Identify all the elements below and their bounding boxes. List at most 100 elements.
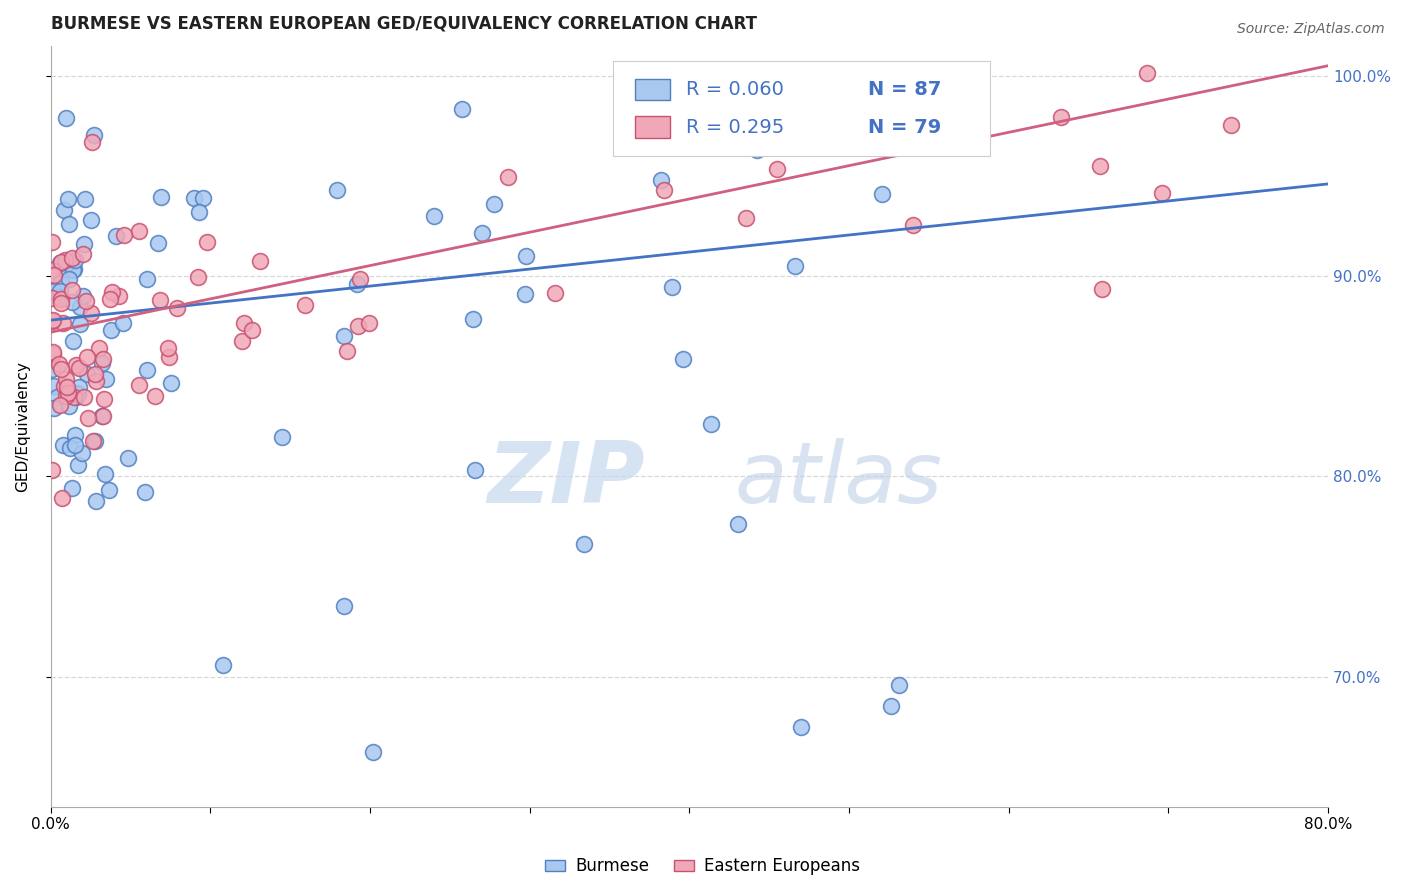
Point xyxy=(464,463,486,477)
Point xyxy=(49,398,72,412)
Point xyxy=(41,262,63,277)
Point xyxy=(149,190,172,204)
Point xyxy=(45,390,67,404)
Point xyxy=(650,173,672,187)
Point xyxy=(60,283,83,297)
Point xyxy=(42,344,65,359)
Point xyxy=(104,229,127,244)
Point xyxy=(72,247,94,261)
Text: N = 79: N = 79 xyxy=(869,118,942,136)
Point xyxy=(53,379,76,393)
Point xyxy=(195,235,218,249)
Point xyxy=(60,294,83,309)
Point xyxy=(135,272,157,286)
Point xyxy=(128,377,150,392)
Bar xyxy=(634,79,671,101)
Point xyxy=(333,599,356,613)
Point xyxy=(482,197,505,211)
Point xyxy=(55,372,77,386)
Legend: Burmese, Eastern Europeans: Burmese, Eastern Europeans xyxy=(538,851,868,882)
Point xyxy=(98,292,121,306)
Text: N = 87: N = 87 xyxy=(869,80,942,99)
Text: R = 0.060: R = 0.060 xyxy=(686,80,783,99)
Point xyxy=(58,192,80,206)
Point xyxy=(112,228,135,243)
Point xyxy=(191,191,214,205)
Point xyxy=(149,293,172,307)
Point xyxy=(63,261,86,276)
Point xyxy=(53,202,76,217)
Point xyxy=(87,342,110,356)
Point xyxy=(65,358,87,372)
Point xyxy=(336,343,359,358)
Point xyxy=(783,259,806,273)
Point xyxy=(183,191,205,205)
Point xyxy=(326,183,349,197)
Point xyxy=(72,289,94,303)
Point xyxy=(83,128,105,142)
Point xyxy=(42,347,65,361)
Point xyxy=(94,467,117,482)
Point xyxy=(49,255,72,269)
Point xyxy=(42,284,65,298)
Text: BURMESE VS EASTERN EUROPEAN GED/EQUIVALENCY CORRELATION CHART: BURMESE VS EASTERN EUROPEAN GED/EQUIVALE… xyxy=(51,15,756,33)
Point xyxy=(294,298,316,312)
Point xyxy=(80,306,103,320)
Point xyxy=(231,334,253,349)
Point xyxy=(128,224,150,238)
Point xyxy=(66,387,89,401)
Point xyxy=(41,362,63,376)
Point xyxy=(49,296,72,310)
Point xyxy=(91,352,114,367)
Point xyxy=(112,316,135,330)
Bar xyxy=(634,117,671,137)
Point xyxy=(644,123,666,137)
Point xyxy=(100,323,122,337)
Point xyxy=(187,205,209,219)
Point xyxy=(349,272,371,286)
Point xyxy=(1091,282,1114,296)
Point xyxy=(49,362,72,376)
Point xyxy=(41,463,63,477)
Point xyxy=(52,438,75,452)
Point xyxy=(166,301,188,315)
Point xyxy=(451,103,474,117)
Point xyxy=(135,363,157,377)
Point xyxy=(51,491,73,505)
Point xyxy=(42,268,65,282)
Point xyxy=(240,322,263,336)
Point xyxy=(60,251,83,265)
Point xyxy=(357,317,380,331)
Point xyxy=(65,428,87,442)
FancyBboxPatch shape xyxy=(613,61,990,156)
Point xyxy=(67,361,90,376)
Point xyxy=(63,438,86,452)
Text: ZIP: ZIP xyxy=(486,438,645,521)
Point xyxy=(52,317,75,331)
Point xyxy=(1136,66,1159,80)
Point xyxy=(52,262,75,277)
Text: atlas: atlas xyxy=(734,438,942,521)
Point xyxy=(84,494,107,508)
Point xyxy=(83,368,105,382)
Point xyxy=(901,219,924,233)
Point xyxy=(93,392,115,406)
Point xyxy=(211,658,233,673)
Point xyxy=(76,350,98,364)
Point xyxy=(134,484,156,499)
Point xyxy=(1050,110,1073,124)
Point xyxy=(48,290,70,304)
Point xyxy=(80,135,103,149)
Point xyxy=(49,256,72,270)
Point xyxy=(333,329,356,343)
Point xyxy=(145,389,167,403)
Point xyxy=(496,169,519,184)
Point xyxy=(91,409,114,424)
Point xyxy=(84,434,107,448)
Point xyxy=(270,430,292,444)
Point xyxy=(53,253,76,268)
Point xyxy=(515,249,537,263)
Point xyxy=(56,379,79,393)
Point xyxy=(84,375,107,389)
Point xyxy=(59,441,82,455)
